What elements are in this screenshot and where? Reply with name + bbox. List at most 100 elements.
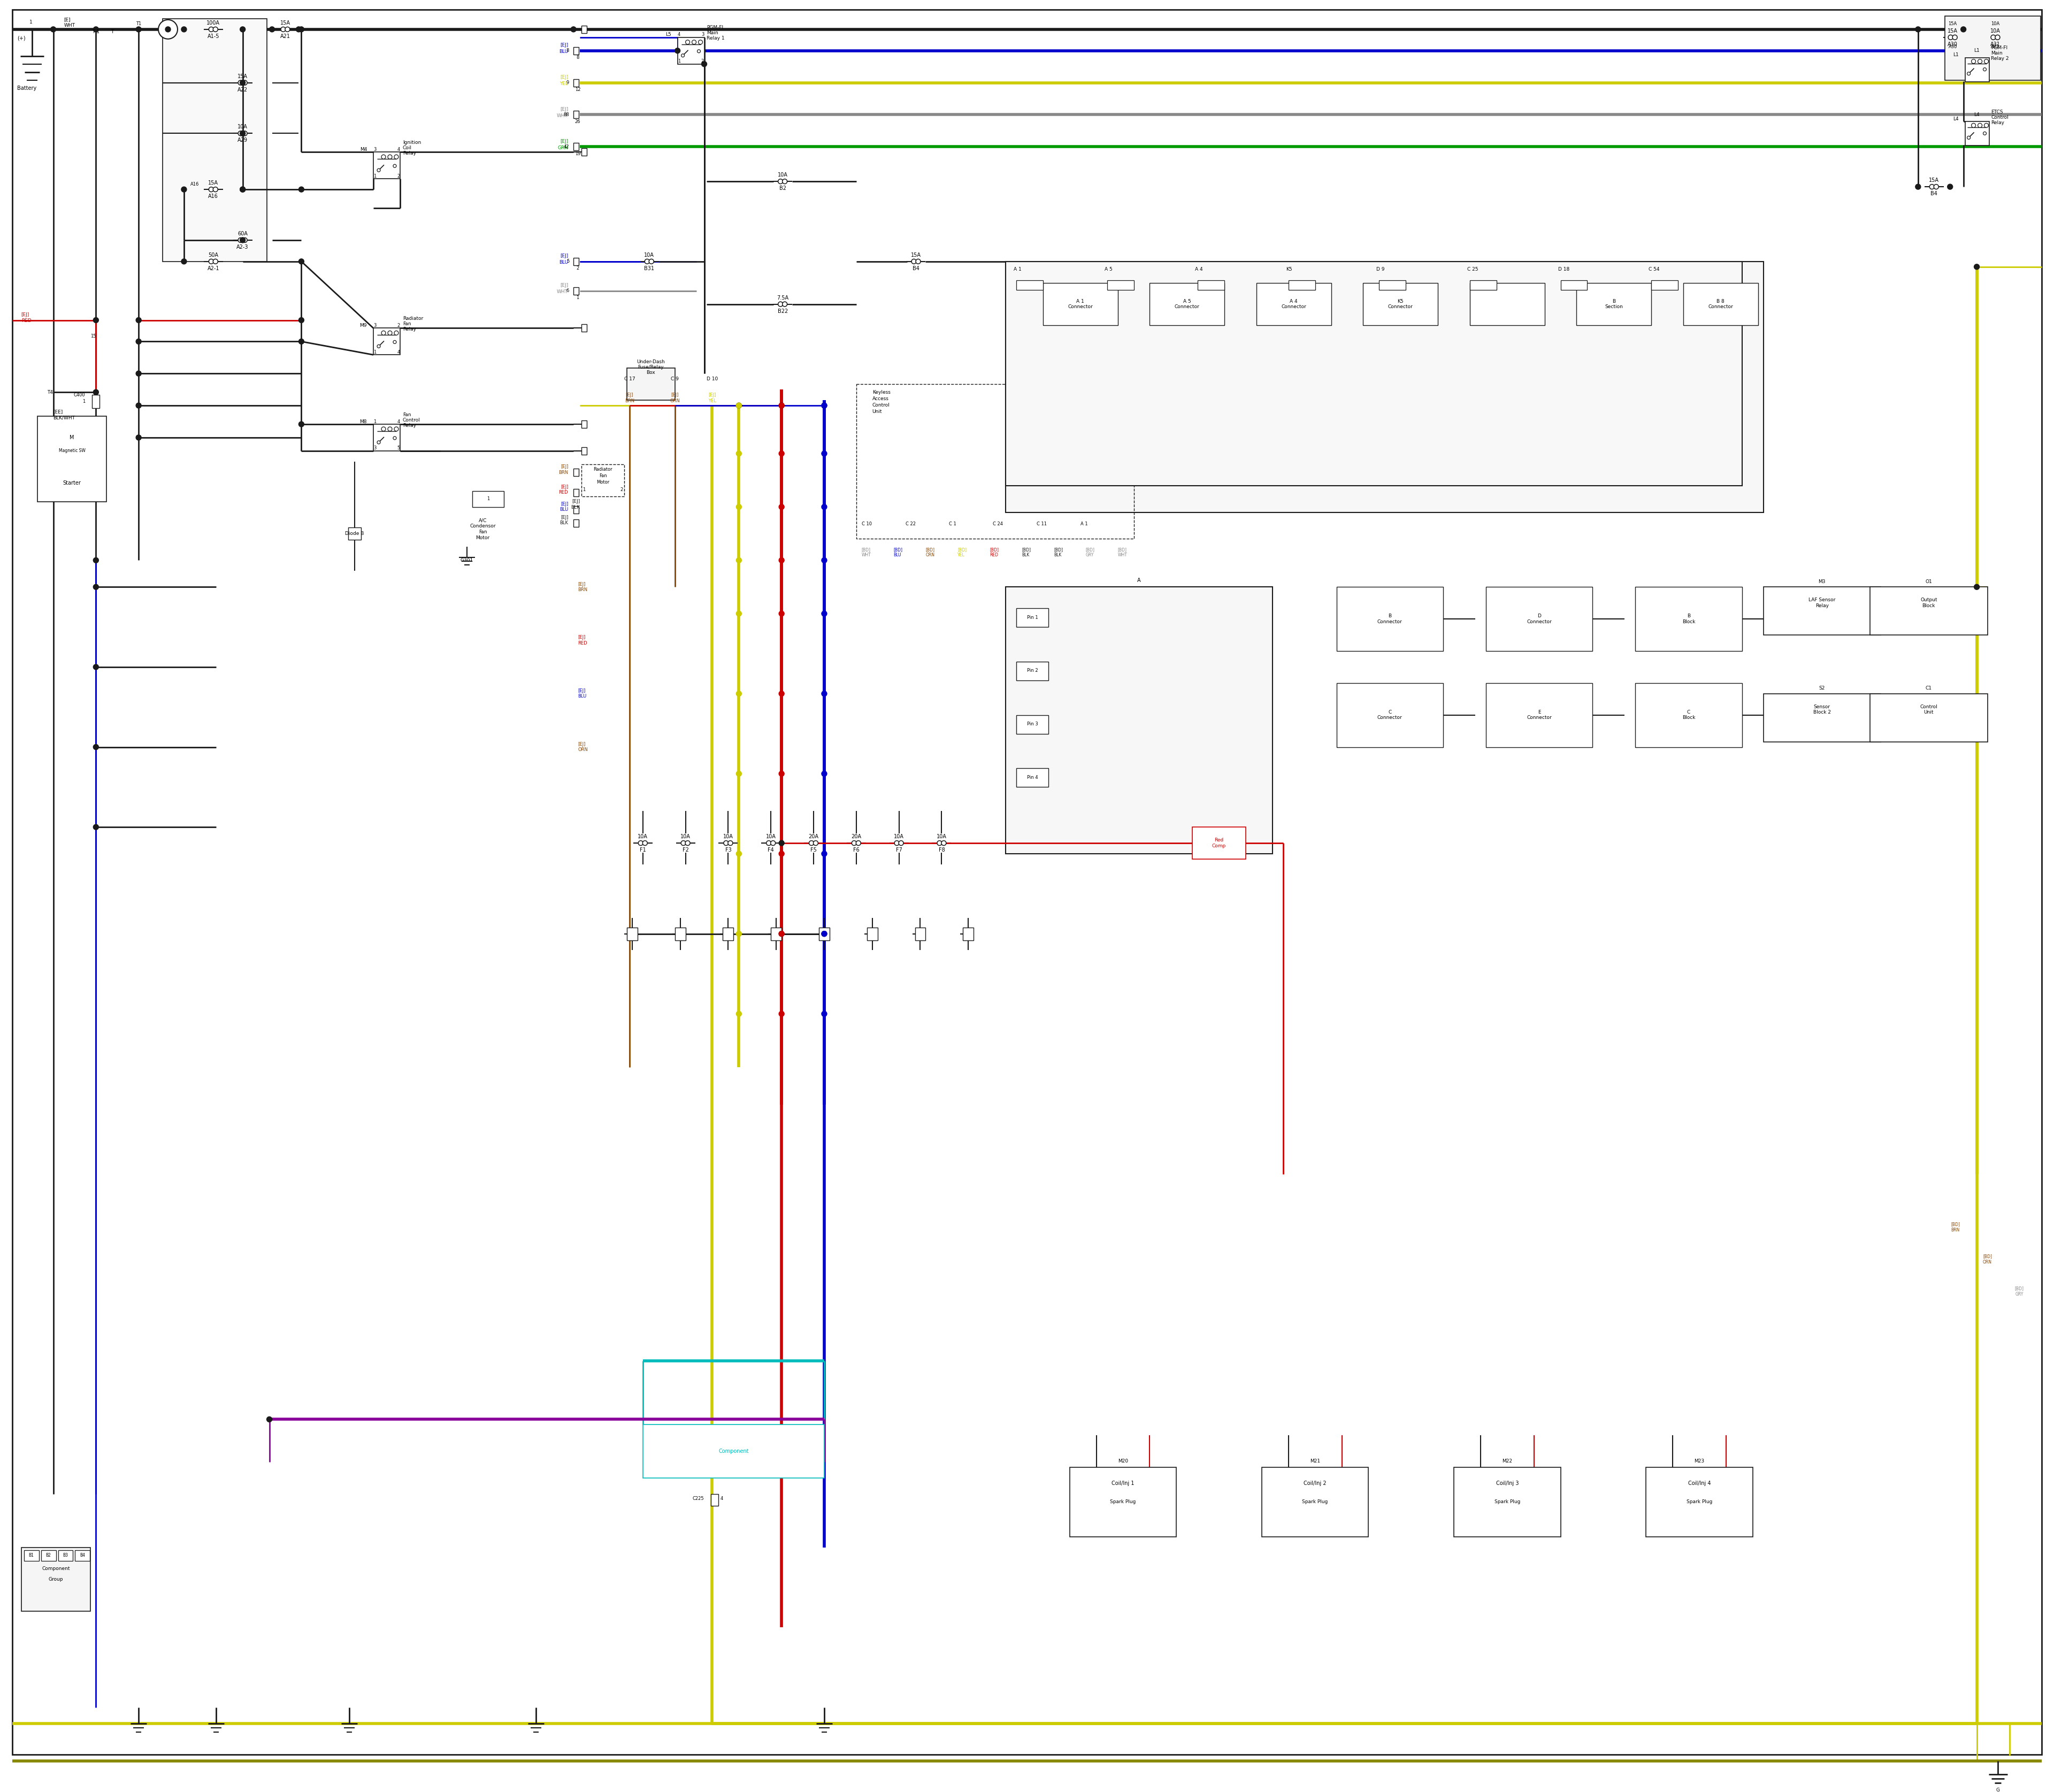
Text: M8: M8 — [359, 419, 368, 425]
Text: B
Block: B Block — [1682, 615, 1695, 624]
Text: WHT: WHT — [64, 23, 76, 29]
Bar — [58, 1550, 74, 1561]
Circle shape — [698, 39, 702, 45]
Text: BLK: BLK — [571, 505, 579, 511]
Circle shape — [242, 238, 246, 242]
Text: 10A: 10A — [645, 253, 655, 258]
Text: YEL: YEL — [709, 398, 717, 403]
Circle shape — [916, 260, 920, 263]
Text: E
Connector: E Connector — [1526, 710, 1551, 720]
Text: Coil: Coil — [403, 145, 411, 151]
Circle shape — [1916, 185, 1920, 190]
Text: 8: 8 — [567, 48, 569, 54]
Bar — [581, 421, 587, 428]
Bar — [1651, 280, 1678, 290]
Bar — [162, 18, 267, 262]
Text: L5: L5 — [665, 32, 672, 38]
Text: C
Connector: C Connector — [1378, 710, 1403, 720]
Circle shape — [778, 932, 785, 937]
Bar — [867, 928, 877, 941]
Text: [EJ]: [EJ] — [561, 283, 569, 289]
Text: C 54: C 54 — [1649, 267, 1660, 272]
Text: [EJ]: [EJ] — [571, 500, 579, 504]
Text: C 9: C 9 — [672, 376, 678, 382]
Text: Box: Box — [647, 369, 655, 375]
Circle shape — [269, 27, 275, 32]
Circle shape — [1978, 124, 1982, 127]
Bar — [573, 111, 579, 118]
Text: 10A: 10A — [766, 833, 776, 839]
Circle shape — [181, 258, 187, 263]
Bar — [1945, 16, 2042, 81]
Circle shape — [51, 27, 55, 32]
Text: F1: F1 — [639, 848, 645, 853]
Text: [EJ]: [EJ] — [561, 75, 569, 81]
Text: D 10: D 10 — [707, 376, 719, 382]
Text: Relay 2: Relay 2 — [1990, 56, 2009, 61]
Bar — [770, 928, 783, 941]
Text: 3: 3 — [374, 446, 376, 450]
Circle shape — [382, 332, 386, 335]
Text: Motor: Motor — [596, 480, 610, 486]
Text: 10A: 10A — [723, 833, 733, 839]
Circle shape — [394, 426, 398, 432]
Bar — [1193, 828, 1247, 858]
Bar — [581, 448, 587, 455]
Bar — [857, 383, 1134, 539]
Text: Relay: Relay — [403, 326, 417, 332]
Circle shape — [210, 186, 214, 192]
Circle shape — [822, 692, 828, 697]
Bar — [573, 79, 579, 86]
Circle shape — [822, 504, 828, 509]
Circle shape — [778, 301, 783, 306]
Text: RED: RED — [21, 319, 31, 323]
Text: 1: 1 — [374, 349, 376, 355]
Circle shape — [893, 840, 900, 846]
Circle shape — [388, 426, 392, 432]
Circle shape — [778, 932, 785, 937]
Text: 1: 1 — [82, 400, 86, 403]
Text: 10A: 10A — [639, 833, 647, 839]
Text: BLK/WHT: BLK/WHT — [53, 416, 76, 419]
Text: 10A: 10A — [893, 833, 904, 839]
Text: 1: 1 — [29, 20, 33, 25]
Text: Relay 1: Relay 1 — [707, 36, 725, 41]
Text: F4: F4 — [768, 848, 774, 853]
Circle shape — [238, 81, 242, 84]
Text: F2: F2 — [682, 848, 688, 853]
Bar — [1684, 283, 1758, 326]
Text: [BD]
GRY: [BD] GRY — [1087, 547, 1095, 557]
Text: L1: L1 — [1974, 48, 1980, 54]
Text: 3: 3 — [374, 323, 376, 328]
Circle shape — [778, 403, 785, 409]
Circle shape — [267, 1417, 271, 1423]
Circle shape — [1972, 124, 1976, 127]
Text: [EJ]
BLU: [EJ] BLU — [577, 688, 587, 699]
Text: M21: M21 — [1310, 1459, 1321, 1464]
Circle shape — [298, 317, 304, 323]
Text: Diode B: Diode B — [345, 530, 364, 536]
Text: L4: L4 — [1974, 113, 1980, 116]
Text: [EJ]
BLU: [EJ] BLU — [559, 502, 569, 513]
Text: [BD]
BLK: [BD] BLK — [1021, 547, 1031, 557]
Circle shape — [392, 340, 396, 344]
Text: A 4
Connector: A 4 Connector — [1282, 299, 1306, 310]
Circle shape — [298, 339, 304, 344]
Text: ORN: ORN — [670, 398, 680, 403]
Text: A31: A31 — [1990, 41, 2001, 47]
Bar — [581, 464, 624, 496]
Circle shape — [639, 840, 643, 846]
Text: A22: A22 — [238, 88, 249, 93]
Text: C 22: C 22 — [906, 521, 916, 527]
Bar — [1869, 694, 1988, 742]
Circle shape — [822, 403, 828, 409]
Text: [EJ]: [EJ] — [672, 392, 678, 398]
Text: Starter: Starter — [64, 480, 80, 486]
Circle shape — [388, 154, 392, 159]
Bar — [573, 258, 579, 265]
Bar — [1337, 683, 1444, 747]
Circle shape — [735, 403, 741, 409]
Text: YEL: YEL — [559, 81, 569, 86]
Text: PGM-FI: PGM-FI — [707, 25, 723, 30]
Text: Motor: Motor — [477, 536, 489, 539]
